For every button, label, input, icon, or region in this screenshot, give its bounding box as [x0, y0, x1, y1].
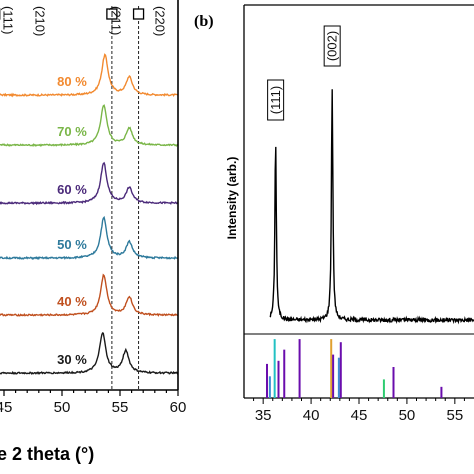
- pattern-line-3: [0, 215, 178, 261]
- peak-label-box-0: [267, 79, 285, 121]
- panel-b-pattern-line: [269, 89, 474, 325]
- pattern-line-4: [0, 273, 178, 317]
- peak-label-1: (002): [325, 31, 340, 61]
- peak-label-box-1: [323, 25, 341, 67]
- panel-b-tick-label-4: 55: [446, 407, 463, 424]
- composition-label-0: 80 %: [57, 74, 87, 89]
- composition-label-2: 60 %: [57, 182, 87, 197]
- reflection-label-3: (220): [152, 6, 167, 36]
- reflection-label-2: (211): [108, 6, 123, 35]
- panel-a-tick-label-0: 45: [0, 399, 12, 416]
- reflection-label-1: (210): [32, 6, 47, 36]
- panel-b-y-axis-label: Intensity (arb.): [225, 157, 239, 240]
- pattern-line-1: [0, 104, 178, 148]
- composition-label-3: 50 %: [57, 237, 87, 252]
- composition-label-5: 30 %: [57, 352, 87, 367]
- phase-marker-2: [132, 8, 145, 20]
- pattern-line-0: [0, 53, 178, 98]
- panel-b-tick-label-3: 50: [399, 407, 416, 424]
- pattern-line-5: [0, 332, 178, 375]
- phase-marker-1: [106, 8, 118, 20]
- panel-a-tick-label-2: 55: [112, 399, 129, 416]
- reflection-label-0: (111): [0, 6, 15, 34]
- panel-a-tick-label-1: 50: [54, 399, 71, 416]
- panel-a: 80 % 70 % 60 % 50 % 40 % 30 % (111) (210) (211) (…: [0, 0, 186, 464]
- panel-b: (b) Intensity (arb.) (111) (002) 35 40 45 50 55: [194, 4, 474, 424]
- panel-a-tick-label-3: 60: [170, 399, 187, 416]
- composition-label-1: 70 %: [57, 124, 87, 139]
- panel-b-tick-label-0: 35: [255, 407, 272, 424]
- panel-b-label: (b): [194, 13, 214, 30]
- composition-label-4: 40 %: [57, 294, 87, 309]
- pattern-line-2: [0, 161, 178, 206]
- panel-b-tick-label-2: 45: [351, 407, 368, 424]
- peak-label-0: (111): [268, 86, 283, 114]
- panel-a-x-axis-label: e 2 theta (°): [0, 444, 94, 464]
- panel-b-tick-label-1: 40: [303, 407, 320, 424]
